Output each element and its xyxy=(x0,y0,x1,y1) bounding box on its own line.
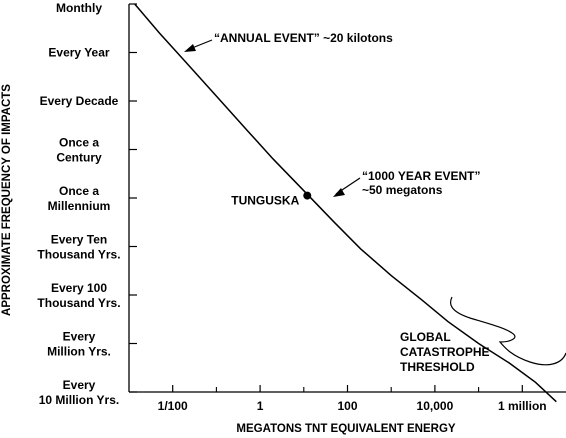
highlighted-points: TUNGUSKA xyxy=(231,191,312,208)
y-tick-label: Every xyxy=(63,330,96,344)
y-tick-label: Every Ten xyxy=(51,233,107,247)
tunguska-label: TUNGUSKA xyxy=(231,194,299,208)
x-axis-title: MEGATONS TNT EQUIVALENT ENERGY xyxy=(236,423,455,435)
threshold-bracket xyxy=(449,296,566,366)
y-tick-label: 10 Million Yrs. xyxy=(39,393,119,407)
global-catastrophe-annotation: GLOBAL CATASTROPHE THRESHOLD xyxy=(400,296,566,374)
x-tick-label: 1 million xyxy=(498,399,547,413)
threshold-label-line-3: THRESHOLD xyxy=(400,360,475,374)
y-tick-label: Monthly xyxy=(56,1,102,15)
y-tick-label: Once a xyxy=(59,136,99,150)
x-tick-label: 100 xyxy=(337,399,357,413)
y-tick-label: Millennium xyxy=(48,199,111,213)
y-tick-label: Every 100 xyxy=(51,281,107,295)
x-tick-label: 1 xyxy=(257,399,264,413)
y-axis-title: APPROXIMATE FREQUENCY OF IMPACTS xyxy=(1,84,13,316)
thousand-year-event-sublabel: ~50 megatons xyxy=(362,183,443,197)
threshold-label-line-2: CATASTROPHE xyxy=(400,345,490,359)
thousand-year-event-label: “1000 YEAR EVENT” xyxy=(362,169,481,183)
annual-event-arrowhead xyxy=(184,44,196,52)
x-axis-ticks: 1/100 1 100 10,000 1 million xyxy=(158,385,547,413)
thousand-year-event-arrowhead xyxy=(333,188,345,197)
y-tick-label: Century xyxy=(56,151,102,165)
annual-event-annotation: “ANNUAL EVENT” ~20 kilotons xyxy=(184,31,393,52)
plot-frame xyxy=(128,4,566,393)
annual-event-label: “ANNUAL EVENT” ~20 kilotons xyxy=(214,31,393,45)
x-tick-label: 10,000 xyxy=(417,399,454,413)
y-tick-label: Every Decade xyxy=(40,94,119,108)
y-tick-label: Thousand Yrs. xyxy=(37,296,120,310)
threshold-label-line-1: GLOBAL xyxy=(400,330,451,344)
y-tick-label: Every xyxy=(63,378,96,392)
y-tick-label: Million Yrs. xyxy=(47,345,111,359)
x-tick-label: 1/100 xyxy=(158,399,188,413)
y-tick-label: Once a xyxy=(59,184,99,198)
y-tick-label: Thousand Yrs. xyxy=(37,248,120,262)
thousand-year-event-annotation: “1000 YEAR EVENT” ~50 megatons xyxy=(333,169,481,197)
tunguska-point xyxy=(303,191,312,200)
y-tick-label: Every Year xyxy=(48,46,110,60)
impact-frequency-curve xyxy=(134,3,557,403)
